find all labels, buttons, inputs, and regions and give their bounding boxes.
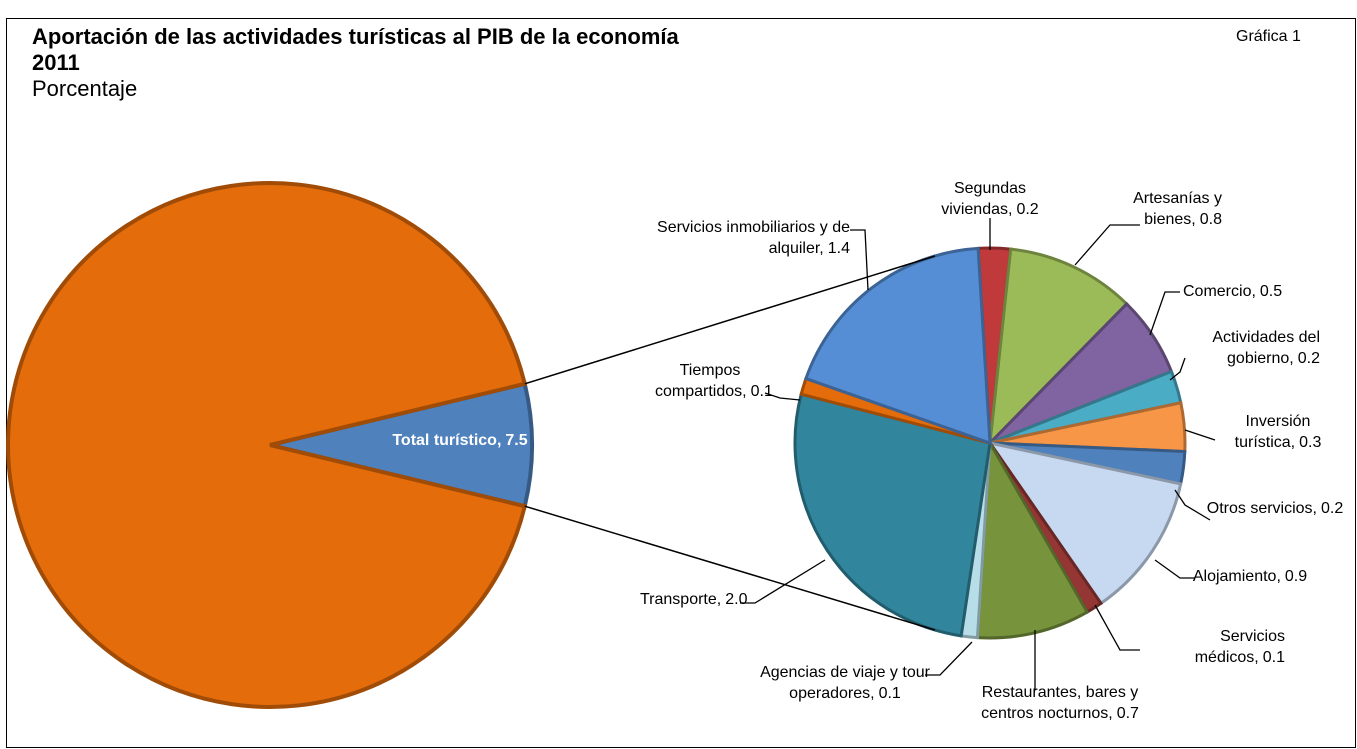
value-label: 0.2 (1297, 350, 1320, 367)
pie-slice (269, 381, 534, 509)
frame (6, 18, 1356, 748)
value-label: 0.3 (1299, 434, 1322, 451)
pie-slice (988, 247, 1129, 448)
value-label: 2.0 (725, 591, 748, 608)
value-label: 1.4 (827, 240, 850, 257)
category-label: Servicios médicos, (1194, 628, 1285, 666)
category-label: Agencias de viaje y tour operadores, (760, 664, 930, 702)
category-label: Tiempos compartidos, (655, 362, 747, 400)
data-label: Restaurantes, bares y centros nocturnos,… (965, 682, 1155, 724)
data-label: Agencias de viaje y tour operadores, 0.1 (745, 662, 945, 704)
category-label: Servicios inmobiliarios y de alquiler, (657, 219, 850, 257)
pie-slice (6, 181, 528, 709)
connector-line (524, 255, 936, 385)
category-label: Total turístico, (392, 432, 502, 449)
leader-lines (740, 218, 1216, 690)
pie-slice (975, 437, 1090, 640)
pie-slice (804, 246, 992, 446)
category-label: Comercio, (1183, 283, 1256, 300)
data-label: Total turístico, 7.5 (385, 430, 535, 451)
connector-line (524, 505, 936, 631)
value-label: 7.5 (505, 432, 528, 449)
data-label: Servicios médicos, 0.1 (1135, 626, 1285, 668)
value-label: 0.7 (1116, 705, 1139, 722)
value-label: 0.1 (750, 383, 773, 400)
pie-slice (986, 440, 1183, 606)
value-label: 0.5 (1259, 283, 1283, 300)
value-label: 0.9 (1284, 568, 1308, 585)
chart-subtitle: Porcentaje (32, 76, 138, 101)
category-label: Inversión turística, (1234, 413, 1311, 451)
data-label: Servicios inmobiliarios y de alquiler, 1.… (605, 217, 850, 259)
figure-label: Gráfica 1 (1236, 28, 1301, 45)
category-label: Restaurantes, bares y centros nocturnos, (981, 684, 1139, 722)
data-label: Comercio, 0.5 (1183, 281, 1343, 302)
value-label: 0.1 (878, 685, 901, 702)
category-label: Alojamiento, (1192, 568, 1281, 585)
chart-year: 2011 (32, 50, 80, 75)
category-label: Otros servicios, (1206, 500, 1317, 517)
value-label: 0.2 (1321, 500, 1344, 517)
data-label: Transporte, 2.0 (640, 589, 747, 610)
data-label: Segundas viviendas, 0.2 (930, 178, 1050, 220)
data-label: Alojamiento, 0.9 (1190, 566, 1310, 587)
category-label: Transporte, (640, 591, 722, 608)
data-label: Tiempos compartidos, 0.1 (655, 360, 773, 402)
data-label: Actividades del gobierno, 0.2 (1160, 327, 1320, 369)
category-label: Segundas viviendas, (941, 180, 1027, 218)
data-label: Artesanías y bienes, 0.8 (1130, 188, 1222, 230)
value-label: 0.1 (1262, 649, 1285, 666)
category-label: Artesanías y bienes, (1133, 190, 1222, 228)
category-label: Actividades del gobierno, (1212, 329, 1320, 367)
data-label: Inversión turística, 0.3 (1232, 411, 1324, 453)
data-label: Otros servicios, 0.2 (1200, 498, 1350, 519)
value-label: 0.2 (1016, 201, 1039, 218)
value-label: 0.8 (1199, 211, 1222, 228)
chart-title: Aportación de las actividades turísticas… (32, 24, 679, 49)
